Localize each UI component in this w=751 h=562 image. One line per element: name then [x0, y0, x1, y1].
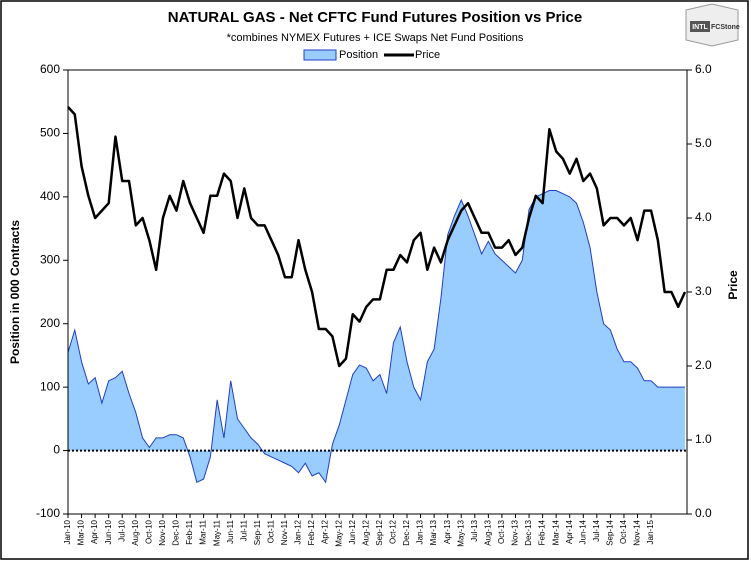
logo-badge [685, 3, 739, 47]
position-edge [67, 190, 685, 484]
logo: INTL FCStone [685, 3, 740, 47]
y-axis-label: Position in 000 Contracts [8, 220, 22, 364]
x-tick-label: Jan-10 [63, 519, 72, 544]
legend-label: Price [415, 49, 440, 61]
x-tick-label: Sep-14 [606, 519, 615, 545]
x-tick-label: Jan-12 [294, 519, 303, 544]
x-tick-label: Nov-14 [633, 519, 642, 545]
legend-label: Position [339, 49, 378, 61]
y2-tick-label: 0.0 [695, 506, 712, 520]
x-tick-label: Mar-11 [199, 519, 208, 544]
x-tick-label: Apr-13 [443, 519, 452, 544]
x-tick-label: Jun-12 [348, 519, 357, 544]
x-tick-label: Jul-13 [470, 519, 479, 541]
y-tick-label: 300 [40, 252, 60, 266]
legend-swatch [303, 49, 337, 61]
chart-subtitle: *combines NYMEX Futures + ICE Swaps Net … [227, 32, 524, 44]
x-tick-label: Dec-12 [402, 519, 411, 545]
x-tick-label: Jul-14 [592, 519, 601, 541]
plot-border [67, 69, 688, 515]
y2-tick-label: 4.0 [695, 210, 712, 224]
y2-axis-label: Price [726, 270, 740, 300]
y2-tick-label: 3.0 [695, 284, 712, 298]
x-tick-label: Jul-11 [239, 519, 248, 541]
y-tick-label: 400 [40, 189, 60, 203]
y-tick-label: 100 [40, 379, 60, 393]
position-area [68, 190, 685, 483]
x-tick-label: Oct-11 [267, 519, 276, 543]
x-tick-label: Dec-10 [172, 519, 181, 545]
x-tick-label: Oct-10 [144, 519, 153, 544]
x-tick-label: Sep-11 [253, 519, 262, 545]
x-tick-label: Aug-10 [131, 519, 140, 545]
y-tick-label: 600 [40, 62, 60, 76]
x-tick-label: Oct-14 [619, 519, 628, 544]
x-tick-label: May-13 [456, 519, 465, 546]
x-tick-label: Jan-13 [416, 519, 425, 544]
x-tick-label: Jun-11 [226, 519, 235, 543]
x-tick-label: Nov-13 [511, 519, 520, 545]
y2-tick-label: 6.0 [695, 62, 712, 76]
x-tick-label: Feb-11 [185, 519, 194, 544]
x-tick-label: Dec-13 [524, 519, 533, 545]
x-tick-label: Nov-11 [280, 519, 289, 545]
x-tick-label: Aug-13 [483, 519, 492, 545]
y2-tick-label: 2.0 [695, 358, 712, 372]
x-tick-label: Feb-12 [307, 519, 316, 545]
x-tick-label: Apr-10 [90, 519, 99, 544]
x-tick-label: Jan-15 [646, 519, 655, 544]
x-tick-label: Nov-10 [158, 519, 167, 545]
x-tick-label: Aug-12 [361, 519, 370, 545]
y-tick-label: 500 [40, 126, 60, 140]
y-tick-label: 0 [53, 443, 60, 457]
x-tick-label: Oct-12 [389, 519, 398, 544]
x-tick-label: May-11 [212, 519, 221, 546]
x-tick-label: May-12 [334, 519, 343, 546]
y-tick-label: 200 [40, 316, 60, 330]
logo-text: INTL [692, 24, 708, 31]
legend: Position Price [303, 49, 440, 61]
x-tick-label: Apr-14 [565, 519, 574, 544]
x-tick-label: Mar-13 [429, 519, 438, 545]
x-tick-label: Sep-12 [375, 519, 384, 545]
price-line [67, 106, 687, 368]
x-tick-label: Jun-14 [578, 519, 587, 544]
x-tick-label: Mar-10 [77, 519, 86, 545]
chart-title: NATURAL GAS - Net CFTC Fund Futures Posi… [168, 9, 582, 26]
logo-text: FCStone [711, 24, 740, 31]
y2-tick-label: 1.0 [695, 432, 712, 446]
x-tick-label: Jun-10 [104, 519, 113, 544]
logo-box [690, 21, 710, 32]
x-tick-label: Mar-14 [551, 519, 560, 545]
y2-tick-label: 5.0 [695, 136, 712, 150]
x-tick-label: Apr-12 [321, 519, 330, 544]
x-tick-label: Jul-10 [117, 519, 126, 541]
y-tick-label: -100 [36, 506, 60, 520]
x-tick-label: Feb-14 [538, 519, 547, 545]
x-tick-label: Oct-13 [497, 519, 506, 544]
